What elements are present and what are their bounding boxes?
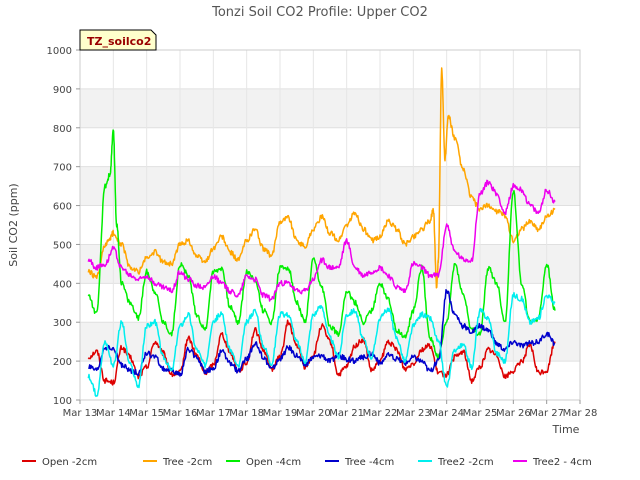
x-tick-label: Mar 17 [196,408,231,419]
x-tick-label: Mar 18 [229,408,264,419]
background-bands [80,50,580,400]
x-tick-label: Mar 20 [296,408,331,419]
series-line-tree-2cm [87,67,556,289]
legend: Open -2cm Tree -2cm Open -4cm Tree -4cm Tree… [22,457,592,468]
y-tick-label: 700 [53,163,72,174]
x-tick-label: Mar 26 [496,408,531,419]
x-tick-label: Mar 28 [563,408,598,419]
y-tick-label: 400 [53,279,72,290]
legend-label: Tree -4cm [344,457,394,468]
x-tick-label: Mar 23 [396,408,431,419]
y-tick-label: 800 [53,124,72,135]
y-tick-label: 500 [53,240,72,251]
y-tick-label: 100 [53,396,72,407]
y-tick-label: 1000 [47,46,72,57]
x-tick-label: Mar 16 [163,408,198,419]
x-tick-label: Mar 14 [96,408,131,419]
x-tick-label: Mar 21 [329,408,364,419]
y-tick-label: 200 [53,357,72,368]
chart-title: Tonzi Soil CO2 Profile: Upper CO2 [211,5,428,20]
background-band [80,361,580,400]
legend-label: Open -2cm [42,457,97,468]
series-lines [87,67,556,398]
y-tick-label: 900 [53,85,72,96]
x-tick-label: Mar 22 [363,408,398,419]
background-band [80,166,580,206]
plot-frame [79,49,581,401]
background-band [80,88,580,128]
site-label-box: TZ_soilco2 [79,29,157,51]
background-band [80,205,580,245]
y-axis-ticks: 100 200 300 400 500 600 700 800 900 1000 [47,46,80,407]
legend-label: Open -4cm [246,457,301,468]
series-line-open-2cm [87,319,556,386]
x-tick-label: Mar 24 [429,408,464,419]
series-line-tree2-2cm [87,292,556,398]
x-tick-label: Mar 27 [529,408,564,419]
x-tick-label: Mar 15 [129,408,164,419]
x-tick-label: Mar 13 [63,408,98,419]
background-band [80,244,580,284]
site-label-background [79,29,157,51]
legend-label: Tree2 - 4cm [532,457,592,468]
legend-label: Tree -2cm [162,457,212,468]
site-label: TZ_soilco2 [87,35,151,48]
y-axis-label: Soil CO2 (ppm) [7,183,20,266]
background-band [80,50,580,89]
x-tick-label: Mar 25 [463,408,498,419]
y-tick-label: 600 [53,202,72,213]
series-line-tree2-4cm [87,179,556,302]
x-tick-label: Mar 19 [263,408,298,419]
legend-label: Tree2 -2cm [437,457,494,468]
background-band [80,283,580,323]
y-tick-label: 300 [53,318,72,329]
x-axis-label: Time [552,423,580,436]
background-band [80,127,580,167]
